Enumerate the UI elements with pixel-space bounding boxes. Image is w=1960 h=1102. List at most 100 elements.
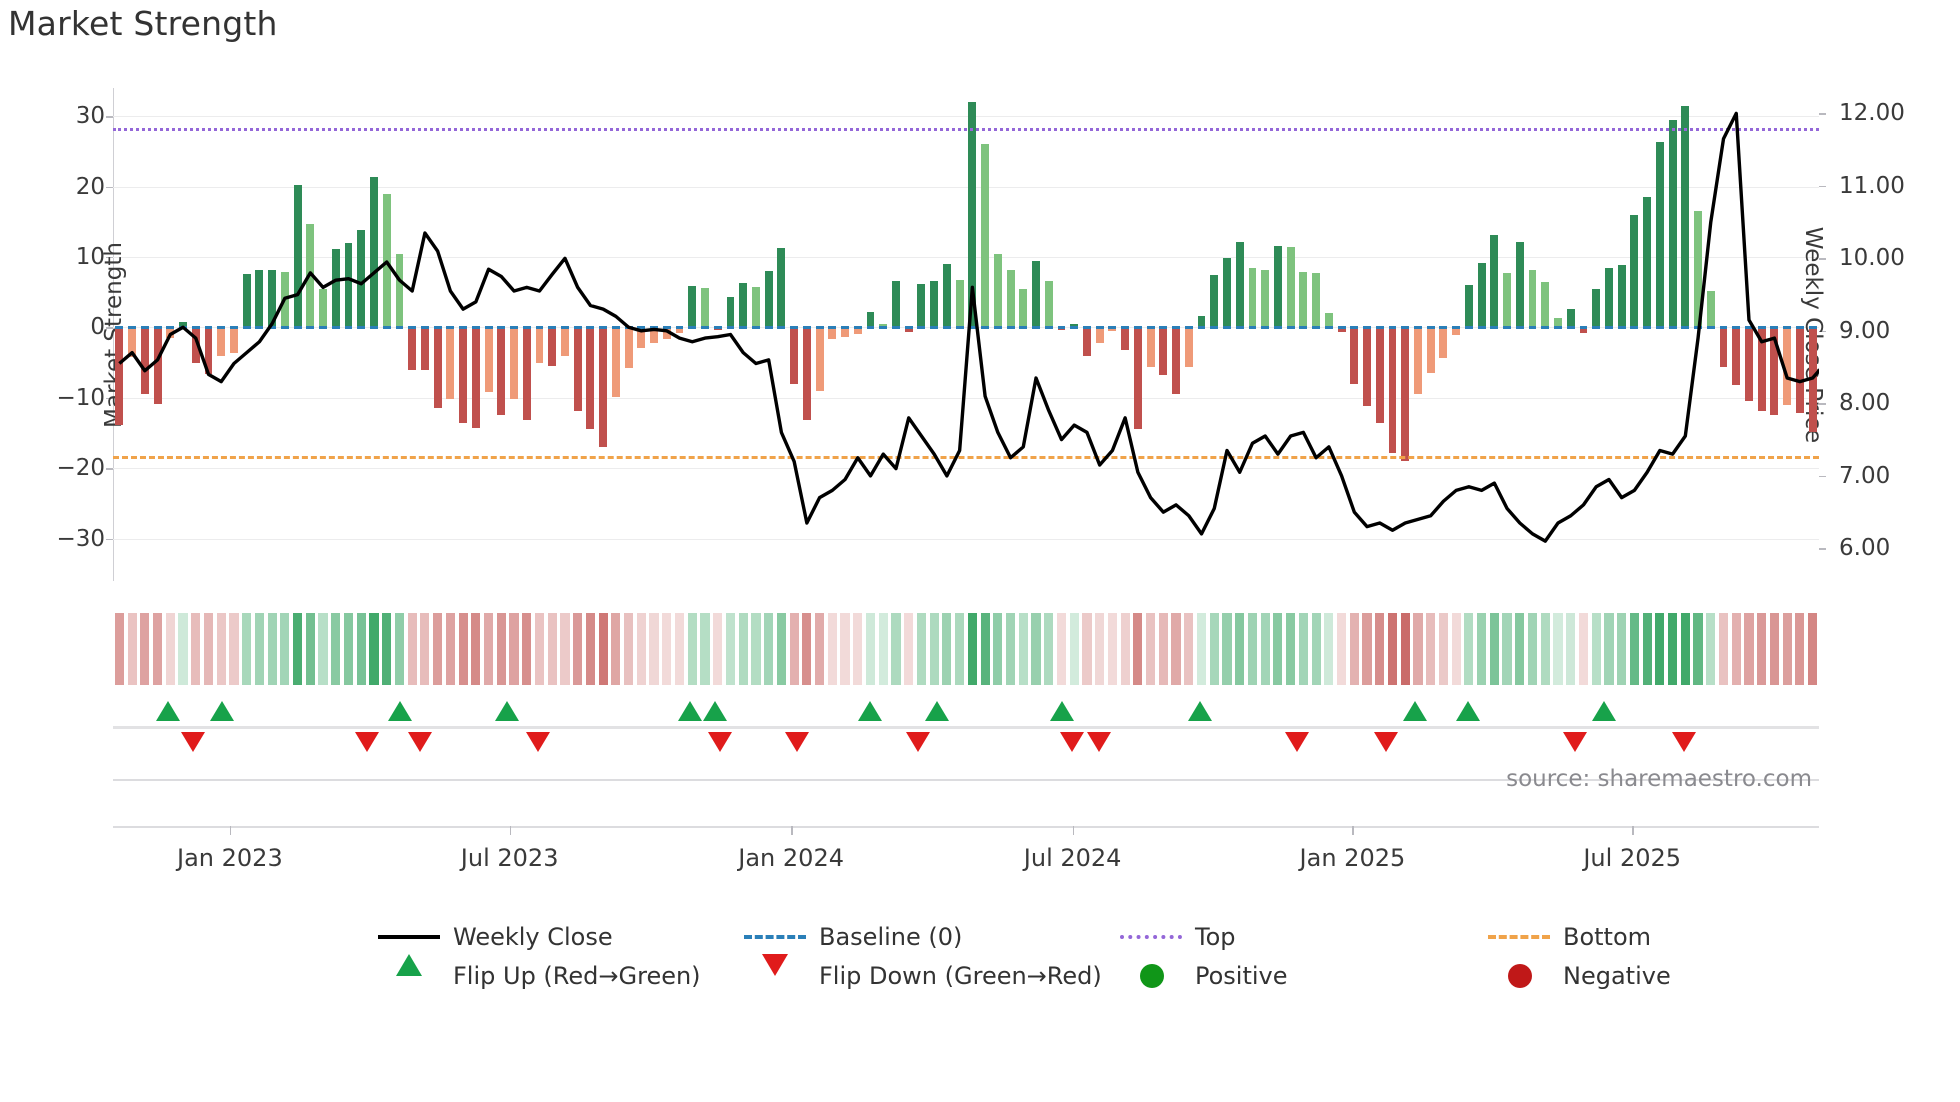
- heatmap-cell: [636, 613, 646, 685]
- heatmap-cell: [1349, 613, 1359, 685]
- heatmap-cell: [687, 613, 697, 685]
- x-axis: Jan 2023 Jul 2023 Jan 2024 Jul 2024 Jan 2025…: [113, 826, 1819, 886]
- baseline-segment: [1566, 325, 1575, 330]
- heatmap-cell: [1324, 613, 1334, 685]
- heatmap-cell: [840, 613, 850, 685]
- strength-bar: [331, 248, 340, 328]
- flip-up-marker: [1455, 701, 1480, 721]
- dashed-line-icon: [744, 925, 806, 949]
- baseline-segment: [611, 325, 620, 330]
- heatmap-cell: [1362, 613, 1372, 685]
- x-tick-label: Jan 2023: [177, 844, 283, 872]
- baseline-segment: [1528, 325, 1537, 330]
- heatmap-cell: [598, 613, 608, 685]
- y2-tick-mark: [1819, 548, 1826, 550]
- baseline-segment: [1223, 325, 1231, 330]
- heatmap-cell: [1566, 613, 1576, 685]
- y-tick-mark: [106, 397, 113, 400]
- baseline-segment: [484, 325, 493, 330]
- strength-bar: [1223, 258, 1231, 328]
- strength-bar: [751, 286, 760, 328]
- y2-tick-mark: [1819, 258, 1826, 260]
- heatmap-cell: [827, 613, 837, 685]
- y-tick-label: −30: [56, 525, 105, 552]
- heatmap-cell: [458, 613, 468, 685]
- baseline-segment: [510, 325, 518, 330]
- legend-weekly-close: Weekly Close: [378, 923, 613, 951]
- baseline-segment: [1579, 325, 1588, 330]
- baseline-segment: [942, 325, 951, 330]
- baseline-segment: [917, 325, 926, 330]
- strength-bar: [1706, 290, 1715, 328]
- baseline-segment: [319, 325, 327, 330]
- heatmap-cell: [1196, 613, 1207, 685]
- y-tick-label: −20: [56, 455, 105, 482]
- strength-bar: [1095, 327, 1104, 343]
- baseline-segment: [255, 325, 264, 330]
- heatmap-cell: [738, 613, 748, 685]
- x-tick-label: Jan 2025: [1299, 844, 1406, 872]
- strength-bar: [726, 297, 735, 328]
- x-tick-mark: [229, 826, 232, 835]
- heatmap-cell: [1413, 613, 1423, 685]
- strength-bar: [1019, 289, 1028, 328]
- heatmap-cell: [1056, 613, 1067, 685]
- chart-legend: Weekly Close Baseline (0) Top Bottom Fli…: [0, 915, 1960, 1035]
- y2-tick-mark: [1819, 185, 1826, 188]
- heatmap-cell: [496, 613, 506, 685]
- strength-bar: [408, 327, 417, 370]
- baseline-segment: [1248, 325, 1257, 330]
- heatmap-cell: [764, 613, 774, 685]
- baseline-segment: [828, 325, 837, 330]
- heatmap-cell: [1005, 613, 1016, 685]
- legend-baseline: Baseline (0): [744, 923, 962, 951]
- baseline-segment: [1490, 325, 1499, 330]
- heatmap-cell: [407, 613, 417, 685]
- legend-top: Top: [1120, 923, 1236, 951]
- strength-bar: [1655, 141, 1664, 328]
- dashed-line-icon: [1488, 925, 1550, 949]
- heatmap-cell: [471, 613, 481, 685]
- strength-bar: [1006, 269, 1015, 328]
- strength-bar: [1235, 242, 1244, 328]
- baseline-segment: [790, 325, 799, 330]
- baseline-segment: [1070, 325, 1079, 330]
- heatmap-cell: [1706, 613, 1716, 685]
- y2-tick-label: 11.00: [1839, 172, 1905, 199]
- strength-bar: [1604, 268, 1613, 328]
- baseline-segment: [280, 325, 289, 330]
- heatmap-cell: [573, 613, 583, 685]
- gridline: [113, 257, 1819, 259]
- strength-bar: [790, 327, 799, 384]
- divider-line-upper: [113, 779, 1819, 781]
- strength-bar: [153, 327, 162, 404]
- y2-tick-mark: [1819, 113, 1826, 115]
- heatmap-cell: [967, 613, 977, 685]
- strength-bar: [1579, 327, 1588, 334]
- heatmap-cell: [789, 613, 799, 685]
- baseline-segment: [930, 325, 939, 330]
- baseline-segment: [1655, 325, 1664, 330]
- baseline-segment: [1401, 325, 1410, 330]
- strength-bar: [395, 254, 404, 328]
- baseline-segment: [344, 325, 353, 330]
- baseline-segment: [1133, 325, 1142, 330]
- legend-label: Flip Up (Red→Green): [453, 962, 701, 990]
- source-attribution: source: sharemaestro.com: [1506, 766, 1812, 792]
- baseline-segment: [1350, 325, 1359, 330]
- red-dot-icon: [1488, 964, 1550, 988]
- heatmap-cell: [649, 613, 659, 685]
- gridline: [113, 538, 1819, 540]
- baseline-segment: [1732, 325, 1741, 330]
- heatmap-cell: [751, 613, 761, 685]
- x-tick-mark: [1352, 826, 1354, 835]
- heatmap-cell: [611, 613, 621, 685]
- gridline: [113, 116, 1819, 118]
- heatmap-cell: [904, 613, 914, 685]
- baseline-segment: [751, 325, 760, 330]
- line-icon: [378, 925, 440, 949]
- heatmap-cell: [1502, 613, 1512, 685]
- legend-flip-up: Flip Up (Red→Green): [378, 954, 701, 990]
- strength-bar: [815, 327, 824, 391]
- legend-label: Top: [1195, 923, 1236, 951]
